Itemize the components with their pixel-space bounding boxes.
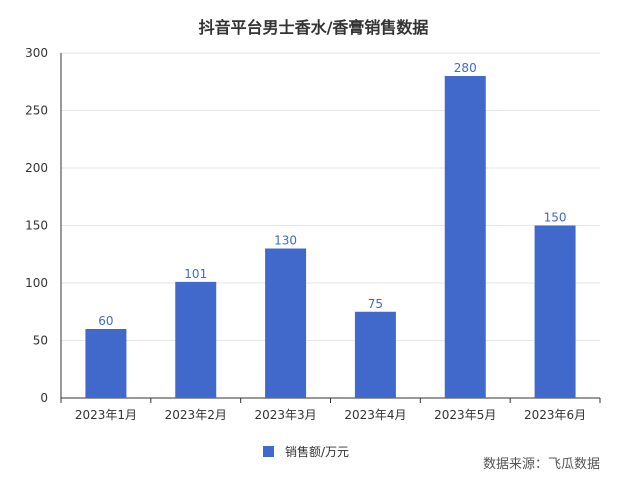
bar	[534, 225, 576, 398]
y-tick-label: 300	[25, 46, 48, 60]
x-tick-label: 2023年2月	[165, 408, 227, 422]
bar	[444, 76, 486, 398]
legend[interactable]: 销售额/万元	[263, 443, 349, 460]
y-tick-label: 100	[25, 276, 48, 290]
bar	[85, 329, 127, 398]
x-tick-label: 2023年4月	[344, 408, 406, 422]
data-label: 280	[454, 61, 477, 75]
y-tick-label: 200	[25, 161, 48, 175]
bar	[354, 311, 396, 398]
x-tick-label: 2023年3月	[254, 408, 316, 422]
chart-title: 抖音平台男士香水/香膏销售数据	[198, 18, 429, 37]
data-label: 130	[274, 234, 297, 248]
x-tick-label: 2023年5月	[434, 408, 496, 422]
legend-swatch	[263, 446, 274, 457]
y-tick-label: 50	[33, 334, 48, 348]
data-label: 60	[98, 314, 113, 328]
y-tick-label: 150	[25, 219, 48, 233]
y-tick-label: 0	[40, 391, 48, 405]
legend-label: 销售额/万元	[285, 445, 350, 459]
data-label: 101	[184, 267, 207, 281]
data-label: 75	[368, 297, 383, 311]
bar	[175, 281, 217, 398]
bar	[265, 248, 307, 398]
y-tick-label: 250	[25, 104, 48, 118]
x-tick-label: 2023年6月	[524, 408, 586, 422]
x-tick-label: 2023年1月	[75, 408, 137, 422]
source-note: 数据来源：飞瓜数据	[482, 457, 600, 472]
data-label: 150	[544, 211, 567, 225]
